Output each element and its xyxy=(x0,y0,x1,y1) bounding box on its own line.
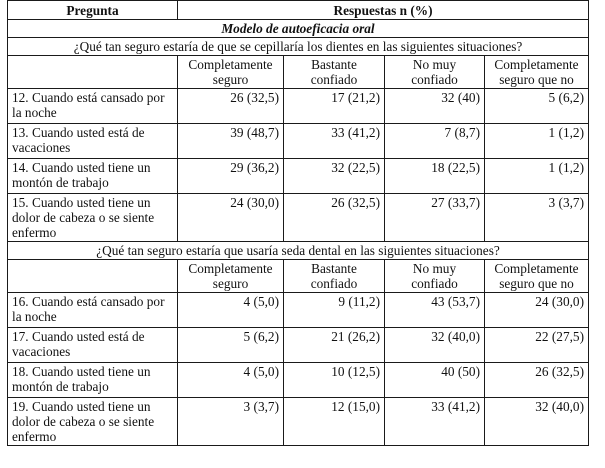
item-label: 15. Cuando usted tiene un dolor de cabez… xyxy=(7,193,178,242)
item-label: 18. Cuando usted tiene un montón de trab… xyxy=(7,362,178,398)
survey-results-table: Pregunta Respuestas n (%) Modelo de auto… xyxy=(7,0,589,446)
empty-cell xyxy=(7,259,178,293)
empty-cell xyxy=(7,55,178,89)
value-cell: 24 (30,0) xyxy=(177,193,284,242)
column-label: Completamente seguro xyxy=(177,259,284,293)
value-cell: 26 (32,5) xyxy=(283,193,385,242)
column-labels-row: Completamente seguro Bastante confiado N… xyxy=(7,259,589,293)
column-label: Completamente seguro que no xyxy=(484,259,589,293)
value-cell: 17 (21,2) xyxy=(283,88,385,124)
value-cell: 26 (32,5) xyxy=(177,88,284,124)
column-label: Bastante confiado xyxy=(283,259,385,293)
table-row: 15. Cuando usted tiene un dolor de cabez… xyxy=(7,193,589,242)
table-row: 14. Cuando usted tiene un montón de trab… xyxy=(7,158,589,194)
column-label: No muy confiado xyxy=(384,55,485,89)
value-cell: 21 (26,2) xyxy=(283,327,385,363)
value-cell: 7 (8,7) xyxy=(384,123,485,159)
value-cell: 40 (50) xyxy=(384,362,485,398)
table-header-row: Pregunta Respuestas n (%) xyxy=(7,0,589,20)
table-title: Modelo de autoeficacia oral xyxy=(7,19,589,38)
section-question-row: ¿Qué tan seguro estaría de que se cepill… xyxy=(7,37,589,56)
value-cell: 3 (3,7) xyxy=(177,397,284,446)
value-cell: 12 (15,0) xyxy=(283,397,385,446)
table-row: 12. Cuando está cansado por la noche 26 … xyxy=(7,88,589,124)
value-cell: 5 (6,2) xyxy=(484,88,589,124)
value-cell: 5 (6,2) xyxy=(177,327,284,363)
value-cell: 39 (48,7) xyxy=(177,123,284,159)
table-row: 18. Cuando usted tiene un montón de trab… xyxy=(7,362,589,398)
value-cell: 33 (41,2) xyxy=(283,123,385,159)
value-cell: 18 (22,5) xyxy=(384,158,485,194)
value-cell: 29 (36,2) xyxy=(177,158,284,194)
value-cell: 26 (32,5) xyxy=(484,362,589,398)
column-label: Completamente seguro que no xyxy=(484,55,589,89)
value-cell: 33 (41,2) xyxy=(384,397,485,446)
item-label: 16. Cuando está cansado por la noche xyxy=(7,292,178,328)
item-label: 19. Cuando usted tiene un dolor de cabez… xyxy=(7,397,178,446)
table-row: 16. Cuando está cansado por la noche 4 (… xyxy=(7,292,589,328)
value-cell: 24 (30,0) xyxy=(484,292,589,328)
value-cell: 9 (11,2) xyxy=(283,292,385,328)
value-cell: 3 (3,7) xyxy=(484,193,589,242)
value-cell: 4 (5,0) xyxy=(177,362,284,398)
header-question: Pregunta xyxy=(7,0,178,20)
item-label: 13. Cuando usted está de vacaciones xyxy=(7,123,178,159)
header-responses: Respuestas n (%) xyxy=(177,0,589,20)
value-cell: 1 (1,2) xyxy=(484,158,589,194)
value-cell: 32 (22,5) xyxy=(283,158,385,194)
value-cell: 22 (27,5) xyxy=(484,327,589,363)
column-labels-row: Completamente seguro Bastante confiado N… xyxy=(7,55,589,89)
value-cell: 43 (53,7) xyxy=(384,292,485,328)
item-label: 14. Cuando usted tiene un montón de trab… xyxy=(7,158,178,194)
section-question-row: ¿Qué tan seguro estaría que usaría seda … xyxy=(7,241,589,260)
table-row: 13. Cuando usted está de vacaciones 39 (… xyxy=(7,123,589,159)
value-cell: 10 (12,5) xyxy=(283,362,385,398)
column-label: Completamente seguro xyxy=(177,55,284,89)
value-cell: 32 (40,0) xyxy=(384,327,485,363)
value-cell: 4 (5,0) xyxy=(177,292,284,328)
section-question: ¿Qué tan seguro estaría que usaría seda … xyxy=(7,241,589,260)
column-label: No muy confiado xyxy=(384,259,485,293)
value-cell: 32 (40,0) xyxy=(484,397,589,446)
value-cell: 1 (1,2) xyxy=(484,123,589,159)
item-label: 12. Cuando está cansado por la noche xyxy=(7,88,178,124)
table-row: 17. Cuando usted está de vacaciones 5 (6… xyxy=(7,327,589,363)
value-cell: 27 (33,7) xyxy=(384,193,485,242)
value-cell: 32 (40) xyxy=(384,88,485,124)
section-question: ¿Qué tan seguro estaría de que se cepill… xyxy=(7,37,589,56)
item-label: 17. Cuando usted está de vacaciones xyxy=(7,327,178,363)
table-title-row: Modelo de autoeficacia oral xyxy=(7,19,589,38)
table-row: 19. Cuando usted tiene un dolor de cabez… xyxy=(7,397,589,446)
column-label: Bastante confiado xyxy=(283,55,385,89)
